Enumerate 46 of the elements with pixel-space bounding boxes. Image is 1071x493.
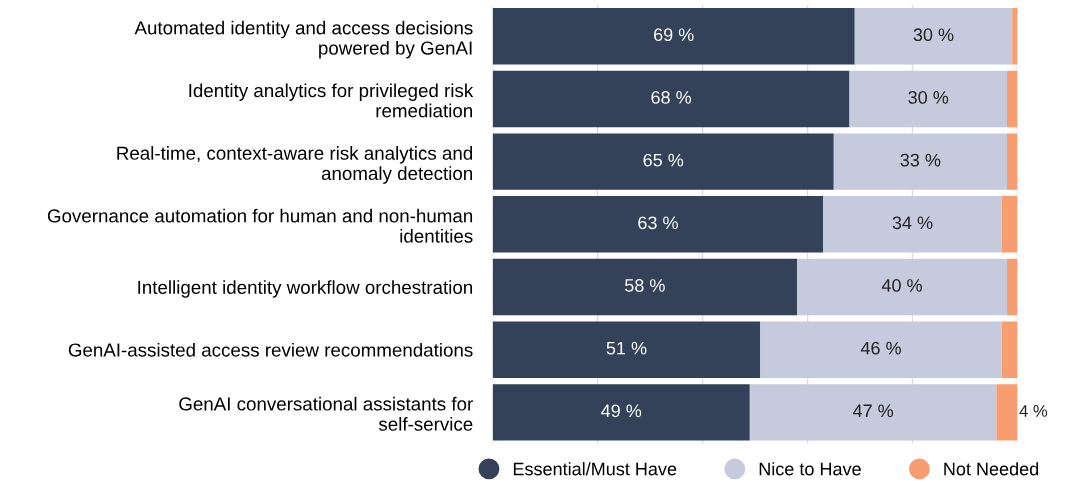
bar <box>760 321 1002 378</box>
bar <box>854 8 1013 65</box>
data-label: 69 % <box>654 28 694 42</box>
data-label: 58 % <box>625 279 665 292</box>
bar <box>1001 196 1018 253</box>
bar <box>1001 321 1018 378</box>
bar <box>996 384 1018 441</box>
data-label: 4 % <box>1019 405 1048 417</box>
bar <box>492 258 798 316</box>
bar <box>492 321 761 378</box>
data-label: 63 % <box>638 216 678 230</box>
y-tick-label: GenAI-assisted access review recommendations <box>68 342 473 357</box>
y-tick-label: GenAI conversational assistants for self-service <box>179 396 473 431</box>
bar <box>1006 258 1018 316</box>
bar <box>1006 70 1018 128</box>
data-label: 51 % <box>606 341 647 355</box>
data-label: 33 % <box>900 153 941 167</box>
bar <box>492 70 850 128</box>
data-label: 40 % <box>881 279 922 292</box>
data-label: 30 % <box>908 91 949 104</box>
y-tick-label: Intelligent identity workflow orchestration <box>138 280 473 298</box>
bar <box>492 133 834 190</box>
data-label: 65 % <box>643 153 684 167</box>
bar <box>492 196 824 253</box>
bar <box>797 258 1007 316</box>
bar <box>1012 8 1018 65</box>
legend-label: Not Needed <box>944 462 1039 476</box>
y-tick-label: Automated identity and access decisions powered by GenAI <box>134 20 473 59</box>
y-tick-label: Real-time, context-aware risk analytics and anomaly detection <box>117 146 473 184</box>
data-label: 46 % <box>860 341 901 355</box>
y-tick-label: Governance automation for human and non-human identities <box>47 208 473 243</box>
y-tick-label: Identity analytics for privileged risk remediation <box>189 83 474 118</box>
bar <box>1006 133 1018 190</box>
data-label: 30 % <box>913 28 954 42</box>
data-label: 49 % <box>601 404 642 418</box>
data-label: 47 % <box>852 404 894 418</box>
bar <box>849 70 1007 128</box>
bar <box>749 384 997 441</box>
legend-label: Nice to Have <box>759 462 861 476</box>
bar <box>492 8 855 65</box>
legend-label: Essential/Must Have <box>513 462 677 476</box>
bar <box>823 196 1002 253</box>
bar <box>492 384 750 441</box>
bar <box>833 133 1007 190</box>
data-label: 68 % <box>651 91 692 104</box>
data-label: 34 % <box>892 216 933 230</box>
